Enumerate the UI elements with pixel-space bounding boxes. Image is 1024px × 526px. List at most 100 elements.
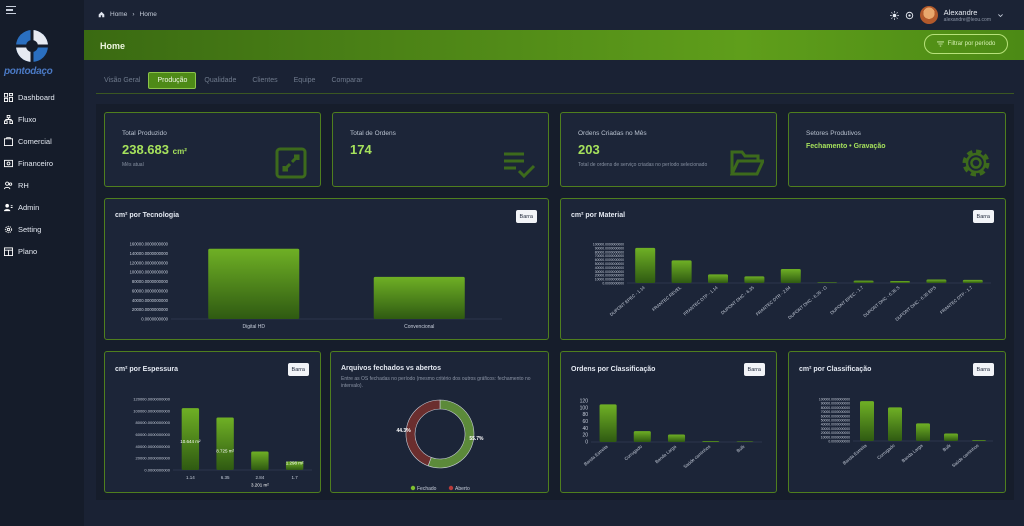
filter-icon [936, 41, 944, 47]
x-tick-label: DUPONT DHC - 6.35 [720, 285, 756, 316]
chart-bar[interactable] [744, 276, 765, 283]
chart-type-button[interactable]: Barra [972, 210, 994, 223]
chart-bar[interactable] [667, 434, 686, 442]
chart-bar[interactable] [181, 408, 200, 470]
sidebar-item-fluxo[interactable]: Fluxo [4, 108, 80, 130]
data-label: 10.644 m² [180, 439, 201, 444]
gear-icon [962, 149, 990, 177]
sidebar-item-label: Dashboard [18, 92, 55, 102]
sidebar-item-financeiro[interactable]: Financeiro [4, 152, 80, 174]
filter-period-button[interactable]: Filtrar por período [924, 34, 1008, 54]
y-tick-label: 140000.0000000000 [130, 251, 169, 256]
chart-bar[interactable] [888, 407, 902, 441]
chart-bar[interactable] [251, 451, 269, 470]
chart-bar[interactable] [889, 281, 911, 283]
menu-toggle-icon[interactable] [6, 6, 16, 14]
y-tick-label: 50000.0000000000 [821, 419, 850, 423]
sidebar-item-comercial[interactable]: Comercial [4, 130, 80, 152]
kpi-subtitle: Total de ordens de serviço criadas no pe… [578, 162, 708, 168]
tab-bar: Visão Geral Produção Qualidade Clientes … [96, 72, 371, 89]
chart-type-button[interactable]: Barra [972, 363, 994, 376]
tab-visao-geral[interactable]: Visão Geral [104, 77, 141, 84]
chart-bar[interactable] [916, 423, 930, 441]
chart-bar[interactable] [736, 441, 754, 442]
tab-clientes[interactable]: Clientes [252, 77, 278, 84]
chart-bar[interactable] [373, 276, 465, 319]
legend-marker [410, 485, 416, 491]
pie-slice-fechado[interactable] [427, 399, 475, 469]
chart-bar[interactable] [635, 247, 656, 283]
pie-slice-aberto[interactable] [405, 399, 441, 467]
breadcrumb-home[interactable]: Home [110, 11, 128, 18]
chart-title: cm² por Tecnologia [115, 212, 180, 219]
y-tick-label: 20000.0000000000 [821, 431, 850, 435]
chart-bar[interactable] [208, 248, 300, 319]
tab-equipe[interactable]: Equipe [293, 77, 316, 84]
chart-svg: 120000.0000000000 100000.0000000000 80000.… [133, 397, 312, 488]
legend-label: Aberto [455, 486, 470, 492]
y-tick-label: 30000.0000000000 [821, 427, 850, 431]
chart-bar[interactable] [707, 274, 729, 283]
y-tick-label: 0.0000000000 [602, 282, 624, 286]
breadcrumb-current: Home [139, 11, 157, 18]
chart-bar[interactable] [853, 280, 874, 283]
kpi-ordens-criadas: Ordens Criadas no Mês 203 Total de orden… [560, 112, 777, 187]
y-tick-label: 80 [582, 412, 588, 418]
tab-comparar[interactable]: Comparar [331, 77, 363, 84]
sidebar-item-rh[interactable]: RH [4, 174, 80, 196]
x-tick-label: DUPONT DHC - 6.35 S [862, 285, 900, 318]
breadcrumb: Home › Home [98, 11, 157, 18]
chart-bar[interactable] [216, 417, 234, 470]
chart-bar[interactable] [780, 268, 801, 283]
avatar[interactable] [919, 6, 938, 24]
chart-bar[interactable] [926, 279, 947, 283]
expand-icon [275, 147, 307, 179]
x-tick-label: FRANTEC REVEL [651, 285, 682, 313]
chart-type-button[interactable]: Barra [287, 363, 309, 376]
x-tick-label: DUPONT DHC - 6.35 EPS [894, 285, 937, 322]
kpi-unit: cm² [172, 147, 187, 156]
chart-title: Ordens por Classificação [571, 366, 656, 373]
sidebar-item-setting[interactable]: Setting [4, 218, 80, 240]
sidebar-item-dashboard[interactable]: Dashboard [4, 86, 80, 108]
checklist-icon [504, 152, 536, 179]
chart-bar[interactable] [633, 431, 651, 442]
chart-bar[interactable] [702, 440, 720, 442]
y-tick-label: 100000.0000000000 [130, 270, 169, 275]
sidebar-item-admin[interactable]: Admin [4, 196, 80, 218]
chart-bar[interactable] [599, 404, 617, 442]
y-tick-label: 100 [580, 405, 589, 411]
chart-title: cm² por Classificação [799, 366, 872, 373]
chart-bar[interactable] [285, 461, 304, 470]
y-tick-label: 40 [582, 426, 588, 432]
y-tick-label: 90000.0000000000 [821, 402, 850, 406]
kpi-title: Total de Ordens [350, 130, 396, 137]
user-info[interactable]: Alexandre alexandre@leou.com [944, 8, 991, 23]
x-tick-label: FRANTEC DTP - 1.14 [682, 285, 719, 317]
sidebar-item-label: Fluxo [18, 114, 37, 124]
sun-icon[interactable] [889, 10, 899, 20]
chart-bar[interactable] [962, 279, 983, 283]
chart-svg: 100000.000000000090000.000000000080000.0… [593, 243, 991, 322]
topbar: Home › Home Alexandre alexandre@leou.com [84, 0, 1024, 30]
chart-type-button[interactable]: Barra [515, 210, 537, 223]
chart-bar[interactable] [860, 401, 874, 441]
kpi-value: 174 [350, 142, 372, 157]
chart-bar[interactable] [972, 440, 986, 441]
chevron-down-icon[interactable] [997, 12, 1004, 19]
chart-type-button[interactable]: Barra [743, 363, 765, 376]
tab-producao[interactable]: Produção [148, 72, 197, 89]
tab-qualidade[interactable]: Qualidade [204, 77, 237, 84]
home-icon[interactable] [98, 11, 105, 18]
settings-icon[interactable] [905, 11, 914, 20]
y-tick-label: 40000.0000000000 [821, 423, 850, 427]
x-tick-label: FRANTEC DTR - 2.84 [755, 285, 792, 317]
sidebar-item-label: Financeiro [18, 158, 54, 168]
chart-bar[interactable] [817, 282, 838, 283]
chart-bar[interactable] [671, 260, 692, 283]
flow-icon [4, 114, 13, 124]
sidebar-item-plano[interactable]: Plano [4, 240, 80, 262]
chart-svg: 55.7% 44.3% Fechado Aberto [396, 399, 484, 492]
filter-period-label: Filtrar por período [947, 41, 996, 47]
chart-bar[interactable] [944, 433, 958, 441]
